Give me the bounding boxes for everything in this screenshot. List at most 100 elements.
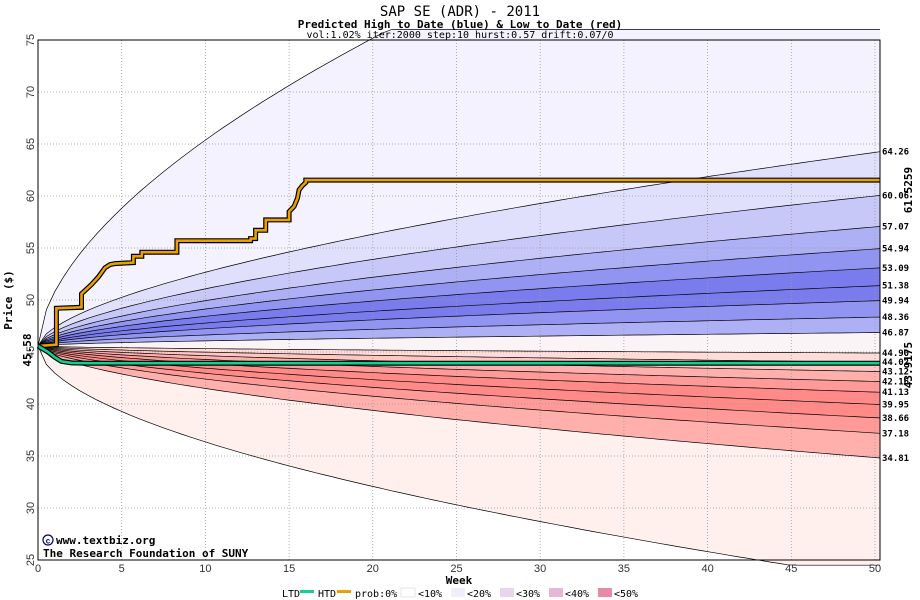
x-tick-20: 20 xyxy=(367,563,379,575)
quantile-low-4 xyxy=(37,345,881,382)
x-tick-5: 5 xyxy=(119,563,125,575)
legend-ltd-label: LTD xyxy=(282,589,300,600)
quantile-high-4 xyxy=(37,248,881,347)
quantile-high-9 xyxy=(37,332,880,347)
end-label-12: 42.16 xyxy=(882,378,909,388)
x-tick-10: 10 xyxy=(199,563,211,575)
end-label-2: 57.07 xyxy=(882,222,909,232)
band-low-1 xyxy=(38,346,880,363)
x-tick-0: 0 xyxy=(35,563,41,575)
band-low-5 xyxy=(38,346,880,405)
quantile-low-8 xyxy=(37,345,881,434)
actual-high-label: 61.5259 xyxy=(902,167,915,213)
series-htd-line xyxy=(37,178,880,348)
quantile-high-3 xyxy=(37,226,881,347)
y-tick-30: 30 xyxy=(25,502,37,514)
legend-10-label: <10% xyxy=(418,589,442,600)
y-tick-40: 40 xyxy=(25,398,37,410)
end-label-8: 46.87 xyxy=(882,329,909,339)
quantile-high-8 xyxy=(37,316,881,347)
copyright-glyph: c xyxy=(46,537,51,546)
end-label-1: 60.06 xyxy=(882,191,909,201)
legend-swatch-0 xyxy=(400,587,416,598)
actual-low-label: 43.9175 xyxy=(902,342,915,388)
quantile-low-7 xyxy=(37,345,881,419)
band-high-0 xyxy=(38,29,880,346)
quantile-low-6 xyxy=(37,345,881,405)
legend-swatch-30 xyxy=(549,588,563,597)
legend-50-label: <50% xyxy=(614,589,638,600)
band-high-7 xyxy=(38,300,880,346)
y-tick-25: 25 xyxy=(25,554,37,566)
y-axis-ticks: 25 30 35 40 45 50 55 60 65 70 75 xyxy=(25,34,37,566)
series-lines xyxy=(36,177,880,366)
quantile-low-0 xyxy=(37,345,880,566)
quantile-low-1 xyxy=(37,345,880,354)
legend-swatch-10 xyxy=(451,588,465,597)
quantile-high-6 xyxy=(37,285,881,347)
band-low-8 xyxy=(38,346,880,458)
chart-subtitle: Predicted High to Date (blue) & Low to D… xyxy=(298,18,623,31)
y-tick-55: 55 xyxy=(25,242,37,254)
x-axis-label: Week xyxy=(446,574,473,587)
end-label-16: 37.18 xyxy=(882,429,909,439)
end-label-4: 53.09 xyxy=(882,264,909,274)
x-tick-35: 35 xyxy=(618,563,630,575)
legend: LTD HTD prob:0% <10% <20% <30% <40% <50% xyxy=(282,587,638,600)
end-label-7: 48.36 xyxy=(882,313,909,323)
copyright-icon xyxy=(42,534,54,546)
credit: c www.textbiz.org The Research Foundatio… xyxy=(42,534,249,560)
y-tick-75: 75 xyxy=(25,34,37,46)
band-low-6 xyxy=(38,346,880,418)
band-high-5 xyxy=(38,267,880,346)
y-tick-35: 35 xyxy=(25,450,37,462)
end-label-15: 38.66 xyxy=(882,414,909,424)
end-label-14: 39.95 xyxy=(882,401,909,411)
legend-30-label: <30% xyxy=(516,589,540,600)
x-tick-25: 25 xyxy=(450,563,462,575)
band-high-4 xyxy=(38,248,880,346)
y-axis-label: Price ($) xyxy=(2,270,15,330)
end-label-10: 44.02 xyxy=(882,358,909,368)
band-high-8 xyxy=(38,317,880,346)
quantile-low-9 xyxy=(37,345,881,459)
x-axis-ticks: 0 5 10 15 20 25 30 35 40 45 50 xyxy=(35,563,881,575)
y-tick-60: 60 xyxy=(25,190,37,202)
y-tick-65: 65 xyxy=(25,138,37,150)
y-tick-45: 45 xyxy=(25,346,37,358)
end-label-0: 64.26 xyxy=(882,148,909,158)
quantile-high-5 xyxy=(37,267,881,347)
legend-40-label: <40% xyxy=(565,589,589,600)
legend-ltd-swatch xyxy=(300,590,314,593)
end-quantile-labels: 64.26 60.06 57.07 54.94 53.09 51.38 49.94 48.36… xyxy=(882,148,910,464)
legend-htd-swatch xyxy=(337,590,351,593)
y-tick-70: 70 xyxy=(25,86,37,98)
band-low-7 xyxy=(38,346,880,434)
quantile-low-2 xyxy=(37,345,881,363)
end-label-11: 43.12 xyxy=(882,368,909,378)
end-label-5: 51.38 xyxy=(882,282,909,292)
end-label-13: 41.13 xyxy=(882,388,909,398)
x-tick-40: 40 xyxy=(701,563,713,575)
legend-20-label: <20% xyxy=(467,589,491,600)
chart-title: SAP SE (ADR) - 2011 xyxy=(380,4,540,20)
legend-prob-label: prob:0% xyxy=(355,589,397,600)
x-tick-30: 30 xyxy=(534,563,546,575)
end-label-6: 49.94 xyxy=(882,297,910,307)
quantile-high-0 xyxy=(37,29,880,347)
band-high-2 xyxy=(38,195,880,346)
quantile-high-2 xyxy=(37,195,881,347)
credit-site: www.textbiz.org xyxy=(56,534,155,547)
legend-htd-label: HTD xyxy=(318,589,336,600)
band-low-4 xyxy=(38,346,880,393)
band-high-1 xyxy=(38,151,880,346)
x-tick-45: 45 xyxy=(785,563,797,575)
legend-swatch-20 xyxy=(500,588,514,597)
legend-swatch-40 xyxy=(598,588,612,597)
y-tick-50: 50 xyxy=(25,294,37,306)
quantile-high-1 xyxy=(37,151,881,347)
x-tick-15: 15 xyxy=(283,563,295,575)
start-price-label: 45.58 xyxy=(21,333,34,366)
credit-org: The Research Foundation of SUNY xyxy=(43,547,249,560)
end-label-3: 54.94 xyxy=(882,245,910,255)
